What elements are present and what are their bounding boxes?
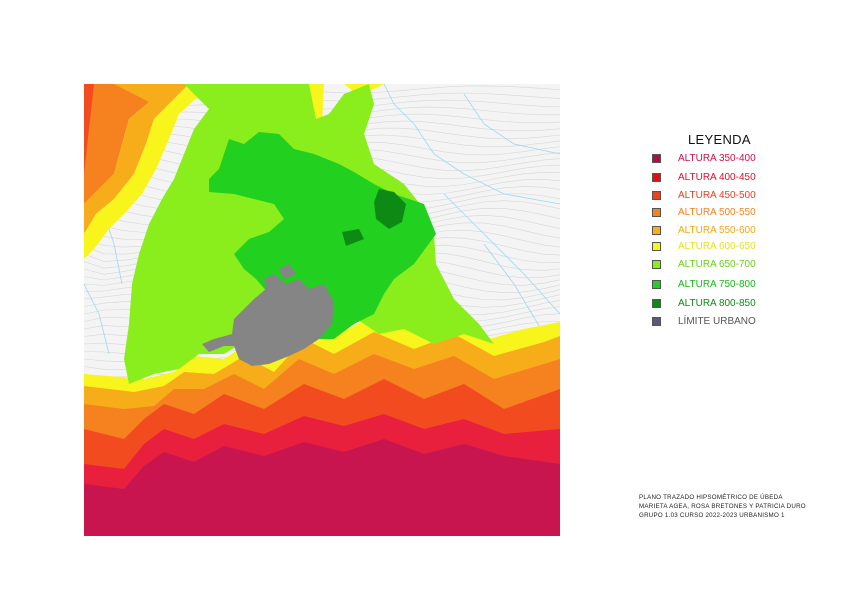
legend-label: ALTURA 350-400 [678, 153, 756, 164]
legend-swatch [652, 226, 661, 235]
altura-550-600-band [84, 329, 560, 409]
title-block-line-3: GRUPO 1.03 CURSO 2022-2023 URBANISMO 1 [639, 511, 785, 519]
legend-title: LEYENDA [688, 132, 751, 147]
legend-swatch [652, 260, 661, 269]
legend-item: ALTURA 350-400 [652, 153, 822, 165]
legend-swatch [652, 299, 661, 308]
altura-500-550-band [84, 349, 560, 439]
limite-urbano-zone [202, 274, 334, 366]
legend-item: ALTURA 500-550 [652, 207, 822, 219]
altura-400-450-band [84, 409, 560, 489]
altura-800-850-band [342, 229, 364, 246]
legend-swatch [652, 317, 661, 326]
altura-800-850-band [374, 189, 406, 229]
legend-label: LÍMITE URBANO [678, 316, 756, 327]
title-block-line-2: MARIETA AGEA, ROSA BRETONES Y PATRICIA D… [639, 502, 806, 510]
legend-item: ALTURA 650-700 [652, 259, 822, 271]
altura-600-650-band [84, 84, 214, 259]
legend-swatch [652, 154, 661, 163]
legend-swatch [652, 280, 661, 289]
legend-label: ALTURA 550-600 [678, 225, 756, 236]
river-line [443, 193, 560, 315]
legend-item: ALTURA 800-850 [652, 298, 822, 310]
legend-swatch [652, 191, 661, 200]
altura-500-550-band [84, 84, 164, 204]
legend-item: ALTURA 750-800 [652, 279, 822, 291]
legend-swatch [652, 208, 661, 217]
legend-label: ALTURA 500-550 [678, 207, 756, 218]
legend-label: ALTURA 650-700 [678, 259, 756, 270]
legend-item: ALTURA 450-500 [652, 190, 822, 202]
legend-item: ALTURA 600-650 [652, 241, 822, 253]
legend-item: ALTURA 400-450 [652, 172, 822, 184]
river-line [463, 93, 560, 155]
legend-item: ALTURA 550-600 [652, 225, 822, 237]
altura-450-500-band [84, 374, 560, 469]
legend-label: ALTURA 750-800 [678, 279, 756, 290]
title-block-line-1: PLANO TRAZADO HIPSOMÉTRICO DE ÚBEDA [639, 494, 783, 501]
legend-item: LÍMITE URBANO [652, 316, 822, 328]
legend-label: ALTURA 600-650 [678, 241, 756, 252]
hypsometric-map [84, 84, 560, 536]
legend-label: ALTURA 800-850 [678, 298, 756, 309]
legend-swatch [652, 242, 661, 251]
legend-label: ALTURA 450-500 [678, 190, 756, 201]
legend-swatch [652, 173, 661, 182]
legend-label: ALTURA 400-450 [678, 172, 756, 183]
altura-750-800-band [314, 249, 349, 284]
river-line [383, 84, 560, 205]
limite-urbano-zone [279, 264, 296, 279]
title-block: PLANO TRAZADO HIPSOMÉTRICO DE ÚBEDA MARI… [639, 494, 844, 520]
river-line [84, 283, 110, 355]
altura-550-600-band [84, 84, 189, 234]
